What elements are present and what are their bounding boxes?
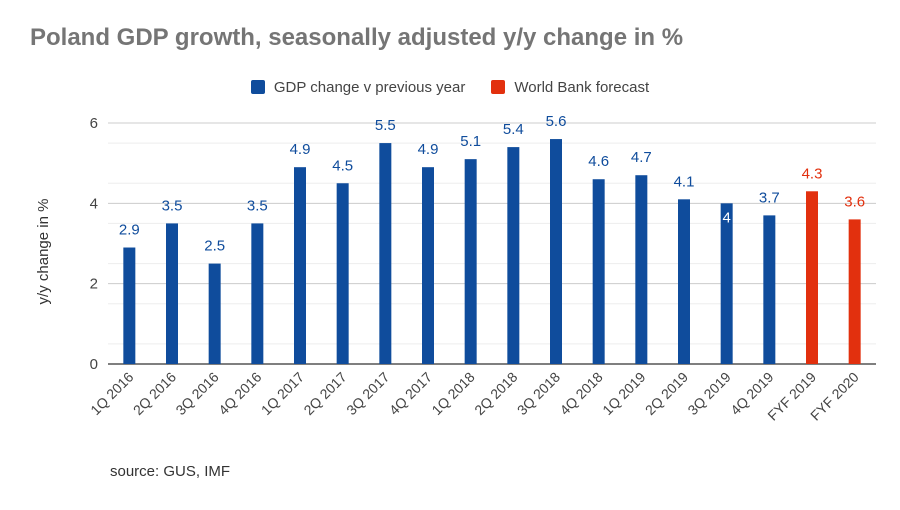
bar-gdp bbox=[507, 147, 520, 364]
y-tick-label: 4 bbox=[90, 195, 98, 212]
data-label: 4.3 bbox=[802, 165, 823, 182]
x-tick-label: 1Q 2019 bbox=[599, 369, 648, 418]
data-label: 4.1 bbox=[674, 173, 695, 190]
x-tick-label: 1Q 2017 bbox=[258, 369, 307, 418]
data-label: 3.5 bbox=[162, 197, 183, 214]
x-tick-label: 2Q 2019 bbox=[642, 369, 691, 418]
data-label: 5.1 bbox=[460, 133, 481, 150]
bar-gdp bbox=[208, 263, 221, 364]
x-tick-label: 4Q 2017 bbox=[386, 369, 435, 418]
y-tick-label: 6 bbox=[90, 115, 98, 132]
bar-gdp bbox=[166, 223, 178, 364]
bar-gdp bbox=[422, 167, 434, 364]
bar-forecast bbox=[848, 219, 861, 364]
legend: GDP change v previous year World Bank fo… bbox=[0, 76, 900, 98]
bar-gdp bbox=[464, 159, 477, 364]
data-label: 4 bbox=[722, 209, 730, 226]
bar-gdp bbox=[336, 183, 349, 364]
x-tick-label: 2Q 2016 bbox=[130, 369, 179, 418]
data-label: 4.9 bbox=[290, 141, 311, 158]
legend-label-gdp: GDP change v previous year bbox=[273, 78, 466, 96]
data-label: 4.5 bbox=[332, 157, 353, 174]
bar-forecast bbox=[806, 191, 818, 364]
bar-gdp bbox=[592, 179, 605, 364]
data-label: 4.7 bbox=[631, 149, 652, 166]
x-tick-label: 4Q 2016 bbox=[215, 369, 264, 418]
source-note: source: GUS, IMF bbox=[110, 463, 231, 480]
legend-label-forecast: World Bank forecast bbox=[514, 78, 650, 96]
legend-item-forecast: World Bank forecast bbox=[491, 79, 649, 96]
data-label: 2.9 bbox=[119, 222, 140, 239]
y-tick-label: 2 bbox=[90, 276, 98, 293]
x-tick-label: 3Q 2018 bbox=[514, 369, 563, 418]
data-label: 2.5 bbox=[204, 238, 225, 255]
chart-title: Poland GDP growth, seasonally adjusted y… bbox=[30, 24, 684, 51]
y-axis-label: y/y change in % bbox=[35, 199, 52, 305]
bar-gdp bbox=[251, 223, 264, 364]
data-label: 5.4 bbox=[503, 121, 524, 138]
legend-swatch-forecast bbox=[491, 80, 506, 94]
data-label: 4.6 bbox=[588, 153, 609, 170]
bar-gdp bbox=[720, 203, 733, 364]
data-label: 3.5 bbox=[247, 197, 268, 214]
x-tick-label: 2Q 2018 bbox=[471, 369, 520, 418]
x-tick-label: 1Q 2018 bbox=[428, 369, 477, 418]
y-tick-label: 0 bbox=[90, 356, 98, 373]
bar-gdp bbox=[294, 167, 306, 364]
data-label: 3.6 bbox=[844, 193, 865, 210]
data-label: 4.9 bbox=[418, 141, 439, 158]
x-tick-label: 2Q 2017 bbox=[300, 369, 349, 418]
bar-gdp bbox=[678, 199, 690, 364]
data-label: 5.6 bbox=[546, 113, 567, 130]
x-tick-label: 4Q 2018 bbox=[556, 369, 605, 418]
x-tick-label: 3Q 2019 bbox=[684, 369, 733, 418]
bar-gdp bbox=[550, 139, 562, 364]
data-label: 3.7 bbox=[759, 189, 780, 206]
legend-swatch-gdp bbox=[250, 80, 265, 94]
x-tick-label: 3Q 2017 bbox=[343, 369, 392, 418]
bar-gdp bbox=[635, 175, 648, 364]
bar-gdp bbox=[763, 215, 776, 364]
bar-gdp bbox=[379, 143, 392, 364]
x-tick-label: 3Q 2016 bbox=[172, 369, 221, 418]
legend-item-gdp: GDP change v previous year bbox=[250, 78, 466, 96]
bar-gdp bbox=[123, 247, 136, 364]
x-tick-label: 1Q 2016 bbox=[87, 369, 136, 418]
data-label: 5.5 bbox=[375, 117, 396, 134]
